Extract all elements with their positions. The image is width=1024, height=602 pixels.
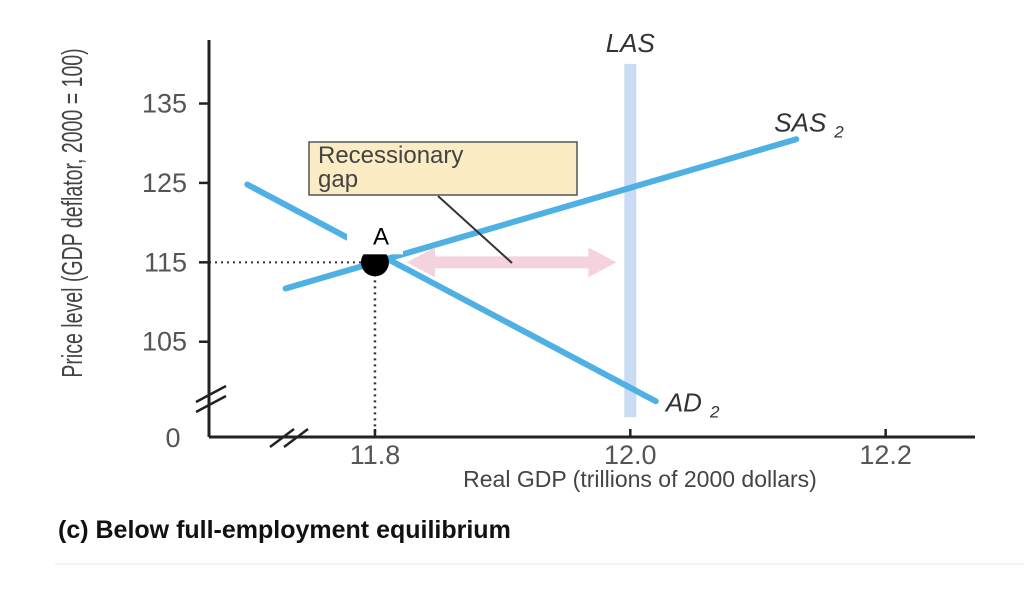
tick-labels: 135 125 115 105 11.8 12.0 12.2 [142,89,912,470]
gap-label-line: gap [318,166,358,193]
y-tick-label: 125 [142,168,187,198]
equilibrium-dot [360,248,389,277]
gap-label-box [308,141,578,196]
x-axis-title: Real GDP (trillions of 2000 dollars) [463,466,817,492]
sas2-label: SAS 2 [774,107,844,141]
y-tick-label: 135 [142,89,187,119]
x-axis-break-icon [269,428,309,448]
x-tick-label: 12.0 [604,440,657,470]
x-tick-label: 12.2 [859,440,912,470]
x-origin-label: 0 [165,423,180,453]
curve-labels: LAS SAS 2 AD 2 [606,28,845,421]
chart-caption: (c) Below full-employment equilibrium [58,516,511,544]
ad2-label: AD 2 [664,387,720,421]
gap-label-line: Recessionary [318,142,463,169]
curves [244,63,800,418]
x-tick-label: 11.8 [350,440,401,470]
gap-leader-line [437,195,513,264]
y-axis-break-icon [195,384,227,414]
axes [195,40,975,448]
equilibrium-label: A [373,223,389,250]
point-label-box [346,218,403,255]
ad2-curve [244,181,659,405]
y-axis-title: Price level (GDP deflator, 2000 = 100) [57,48,89,377]
las-label: LAS [606,28,656,58]
equilibrium-point: A [346,218,403,277]
guide-lines [209,261,377,437]
y-tick-label: 115 [144,247,187,277]
y-tick-label: 105 [142,327,187,357]
